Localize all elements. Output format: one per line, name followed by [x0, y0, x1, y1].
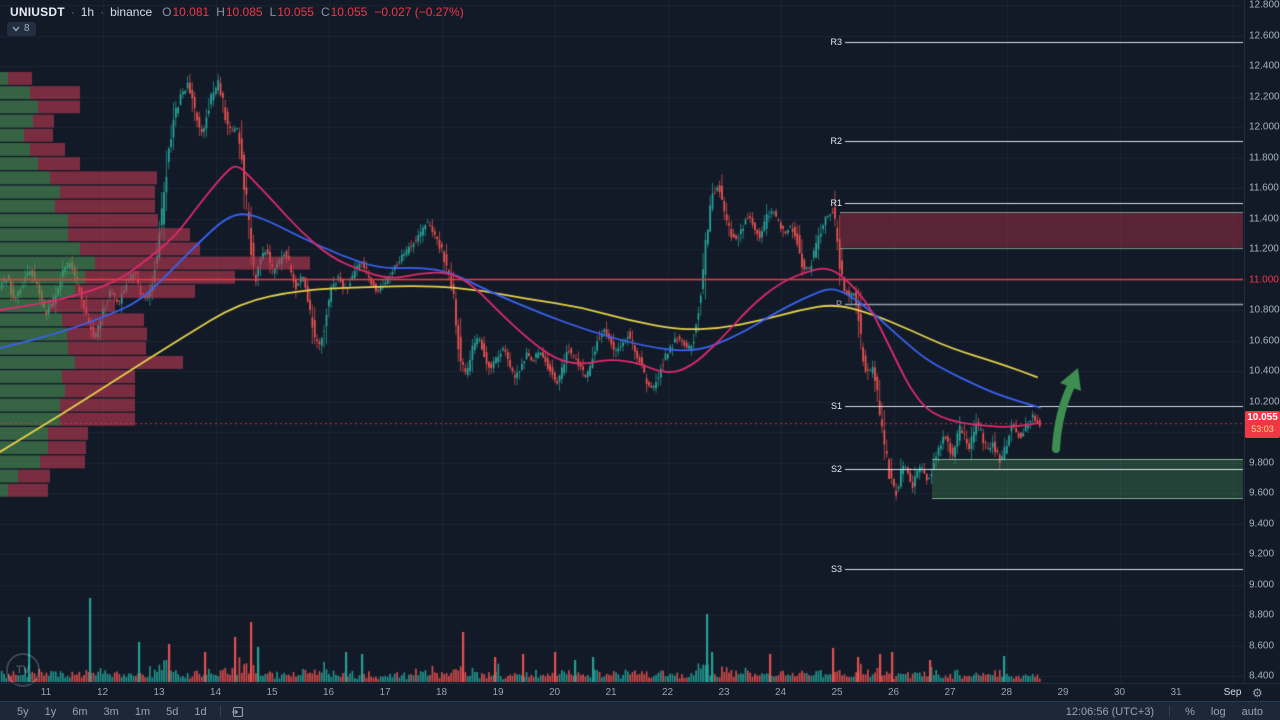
time-tick-label: 11 [40, 687, 52, 698]
price-tick-label: 10.800 [1249, 304, 1280, 316]
price-tick-label: 10.400 [1249, 365, 1280, 377]
price-tick-label: 12.400 [1249, 60, 1280, 72]
price-tick-label: 11.000 [1249, 274, 1279, 286]
range-button-6m[interactable]: 6m [72, 705, 88, 718]
time-tick-label: 17 [379, 687, 391, 698]
range-button-5y[interactable]: 5y [17, 705, 29, 718]
separator-dot: · [70, 5, 75, 19]
close-label: C [320, 5, 330, 19]
indicators-count: 8 [24, 23, 30, 34]
low-value: 10.055 [277, 5, 314, 19]
price-tick-label: 12.600 [1249, 30, 1280, 42]
interval-label[interactable]: 1h [80, 5, 95, 19]
pivot-label-S1: S1 [830, 401, 842, 412]
symbol-legend: UNIUSDT · 1h · binance O 10.081 H 10.085 L… [10, 5, 464, 19]
percent-scale-button[interactable]: % [1185, 705, 1195, 718]
price-tick-label: 9.200 [1249, 548, 1275, 560]
price-tick-label: 11.200 [1249, 243, 1279, 255]
watermark-text: TV [15, 664, 31, 676]
ohlc-values: O 10.081 H 10.085 L 10.055 C 10.055 −0.027 (… [162, 5, 464, 19]
auto-scale-button[interactable]: auto [1241, 705, 1263, 718]
price-tick-label: 9.400 [1249, 518, 1275, 530]
time-tick-label: 31 [1170, 687, 1182, 698]
toolbar-divider [1169, 706, 1171, 717]
price-axis[interactable]: 12.800 12.600 12.400 12.200 12.000 11.800 11.6… [1244, 0, 1280, 683]
chevron-down-icon [12, 26, 20, 31]
close-value: 10.055 [330, 5, 368, 19]
range-button-1y[interactable]: 1y [44, 705, 57, 718]
price-tick-label: 9.000 [1249, 579, 1275, 591]
time-tick-label: 20 [548, 687, 561, 698]
range-button-1m[interactable]: 1m [134, 705, 151, 718]
bar-countdown: 53:03 [1251, 424, 1274, 435]
bottom-toolbar: 5y 1y 6m 3m 1m 5d 1d 12:06:56 (UTC+3) % log au… [0, 701, 1280, 720]
time-tick-label: 28 [1000, 687, 1013, 698]
high-label: H [216, 5, 225, 19]
time-tick-label: 30 [1113, 687, 1126, 698]
exchange-label: binance [110, 5, 153, 19]
pivot-label-P: P [835, 298, 842, 309]
price-tick-label: 12.800 [1249, 0, 1280, 11]
price-tick-label: 11.400 [1249, 213, 1279, 225]
time-tick-label: 29 [1057, 687, 1069, 698]
price-tick-label: 8.800 [1249, 609, 1275, 621]
last-price-chip: 10.055 53:03 [1245, 410, 1280, 438]
time-tick-label: 19 [492, 687, 504, 698]
range-button-3m[interactable]: 3m [103, 705, 119, 718]
pivot-label-S2: S2 [830, 463, 842, 474]
time-tick-label: 13 [153, 687, 165, 698]
indicators-collapse-badge[interactable]: 8 [7, 22, 36, 36]
separator-dot: · [100, 5, 105, 19]
low-label: L [269, 5, 277, 19]
range-button-1d[interactable]: 1d [194, 705, 207, 718]
change-value: −0.027 (−0.27%) [374, 5, 464, 19]
time-axis[interactable]: ⚙ 11 12 13 14 15 16 17 18 19 20 21 22 23 24 25 26 27 28 29… [0, 683, 1280, 702]
high-value: 10.085 [225, 5, 263, 19]
price-tick-label: 11.800 [1249, 152, 1279, 164]
last-price-value: 10.055 [1247, 411, 1278, 423]
axis-settings-gear-icon[interactable]: ⚙ [1252, 686, 1263, 700]
toolbar-divider [219, 706, 221, 717]
candlestick-chart-plot[interactable] [0, 0, 1244, 683]
price-tick-label: 9.800 [1249, 457, 1275, 469]
clock-timestamp[interactable]: 12:06:56 (UTC+3) [1065, 705, 1155, 718]
time-tick-label: 25 [831, 687, 843, 698]
price-tick-label: 12.200 [1249, 91, 1280, 103]
time-tick-label: 22 [661, 687, 674, 698]
time-tick-month-label: Sep [1223, 687, 1242, 698]
pivot-label-R3: R3 [830, 36, 842, 47]
pivot-label-R2: R2 [830, 135, 842, 146]
time-tick-label: 27 [944, 687, 956, 698]
pivot-label-R1: R1 [830, 198, 842, 209]
go-to-date-icon[interactable] [231, 705, 244, 718]
tradingview-watermark: TV [6, 653, 40, 687]
time-tick-label: 14 [209, 687, 222, 698]
open-value: 10.081 [172, 5, 210, 19]
price-tick-label: 11.600 [1249, 182, 1279, 194]
time-tick-label: 12 [96, 687, 109, 698]
time-tick-label: 26 [887, 687, 900, 698]
price-tick-label: 9.600 [1249, 487, 1275, 499]
open-label: O [162, 5, 172, 19]
time-tick-label: 24 [774, 687, 787, 698]
log-scale-button[interactable]: log [1210, 705, 1226, 718]
time-tick-label: 16 [322, 687, 335, 698]
time-tick-label: 18 [435, 687, 448, 698]
price-tick-label: 10.200 [1249, 396, 1280, 408]
price-tick-label: 8.600 [1249, 640, 1275, 652]
symbol-name[interactable]: UNIUSDT [10, 5, 65, 19]
price-tick-label: 8.400 [1249, 670, 1275, 682]
pivot-label-S3: S3 [830, 564, 842, 575]
time-tick-label: 15 [266, 687, 278, 698]
price-tick-label: 10.600 [1249, 335, 1280, 347]
range-button-5d[interactable]: 5d [166, 705, 179, 718]
price-tick-label: 12.000 [1249, 121, 1280, 133]
time-tick-label: 21 [605, 687, 617, 698]
time-tick-label: 23 [718, 687, 730, 698]
